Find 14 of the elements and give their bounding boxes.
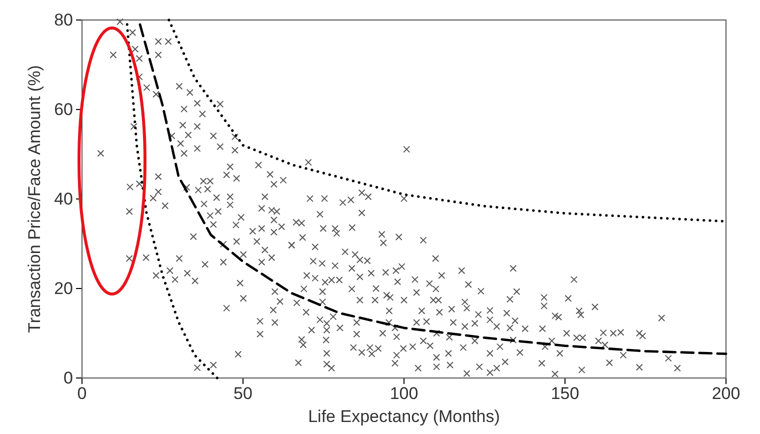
x-tick-label: 0 (77, 384, 87, 404)
y-axis-title: Transaction Price/Face Amount (%) (25, 65, 44, 333)
x-tick-label: 50 (234, 384, 252, 404)
y-tick-label: 80 (54, 10, 73, 30)
x-tick-label: 100 (390, 384, 418, 404)
x-axis-title: Life Expectancy (Months) (308, 407, 500, 426)
y-tick-label: 0 (64, 368, 73, 388)
y-tick-label: 20 (54, 278, 73, 298)
line-series (126, 23, 219, 380)
x-tick-label: 200 (712, 384, 740, 404)
y-tick-label: 60 (54, 100, 73, 119)
line-series (138, 23, 728, 356)
y-tick-label: 40 (54, 189, 73, 208)
x-tick-label: 150 (550, 384, 580, 404)
